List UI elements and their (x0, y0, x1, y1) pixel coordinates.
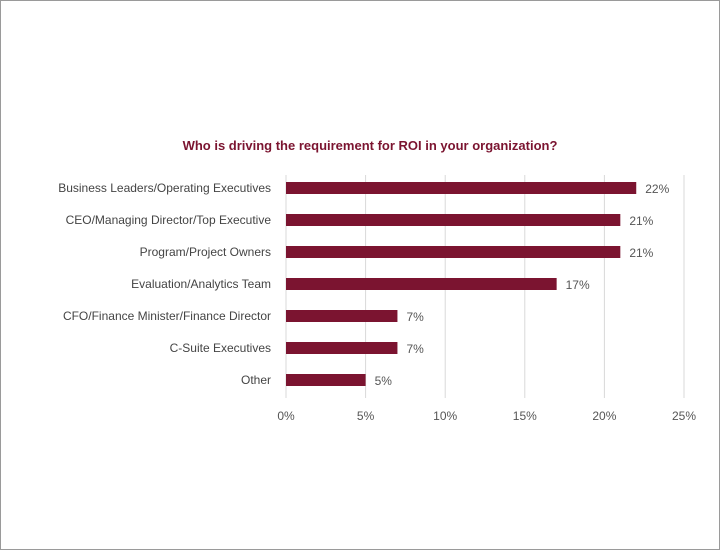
bar (286, 374, 366, 386)
category-label: Program/Project Owners (140, 245, 271, 259)
category-label: Business Leaders/Operating Executives (58, 181, 271, 195)
bar (286, 246, 621, 258)
category-label: CFO/Finance Minister/Finance Director (63, 309, 271, 323)
bar (286, 214, 621, 226)
chart-title: Who is driving the requirement for ROI i… (182, 138, 558, 153)
category-label: Evaluation/Analytics Team (131, 277, 271, 291)
x-tick-label: 0% (277, 409, 295, 423)
category-label: C-Suite Executives (170, 341, 271, 355)
bar (286, 342, 398, 354)
x-tick-label: 5% (357, 409, 375, 423)
category-label: CEO/Managing Director/Top Executive (66, 213, 272, 227)
bar (286, 310, 398, 322)
value-label: 17% (566, 278, 590, 292)
x-tick-label: 20% (592, 409, 616, 423)
x-tick-label: 15% (513, 409, 537, 423)
x-tick-label: 10% (433, 409, 457, 423)
bar (286, 182, 637, 194)
value-label: 7% (406, 310, 424, 324)
value-label: 21% (629, 246, 653, 260)
category-label: Other (241, 373, 271, 387)
value-label: 21% (629, 214, 653, 228)
value-label: 7% (406, 342, 424, 356)
value-label: 22% (645, 182, 669, 196)
x-tick-label: 25% (672, 409, 696, 423)
value-label: 5% (375, 374, 393, 388)
bar (286, 278, 557, 290)
